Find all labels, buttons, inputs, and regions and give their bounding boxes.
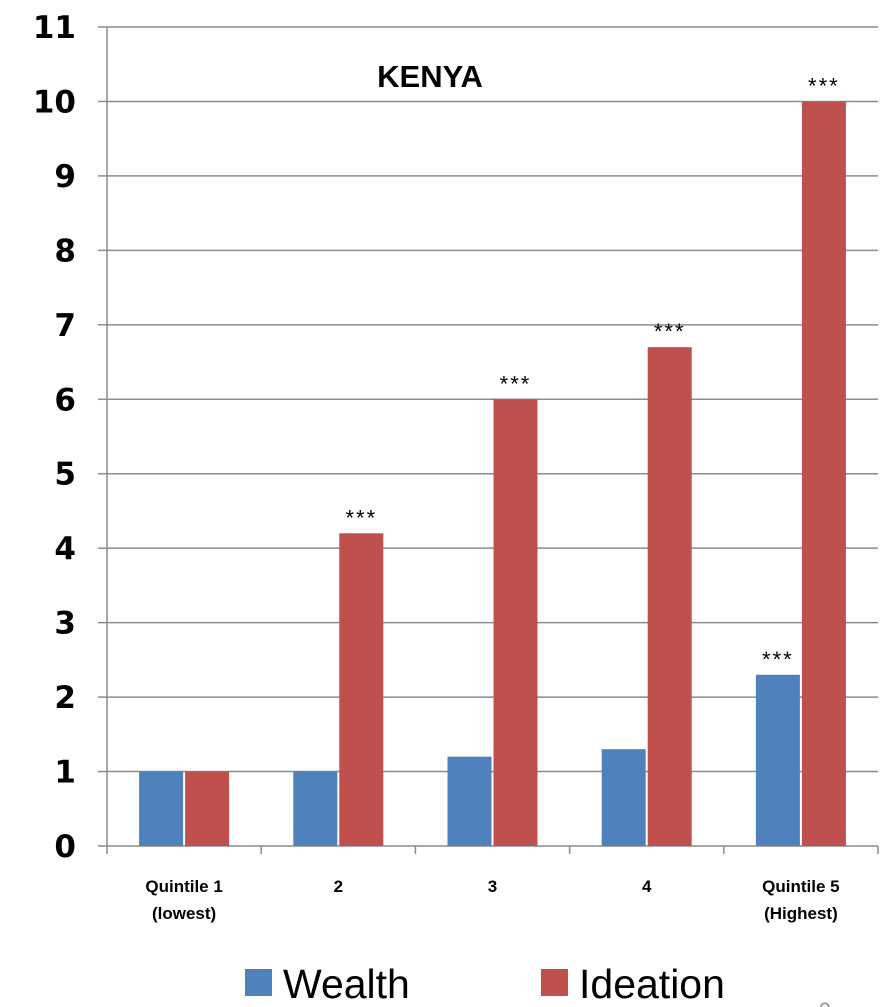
bar-wealth-2 bbox=[293, 771, 338, 846]
significance-labels: *** *** *** *** *** bbox=[345, 73, 840, 672]
axes bbox=[98, 26, 879, 854]
x-tick-label: 3 bbox=[488, 877, 497, 896]
y-tick-label: 8 bbox=[54, 233, 76, 269]
y-axis-ticks: 0 1 2 3 4 5 6 7 8 9 10 11 bbox=[33, 10, 76, 865]
bar-ideation-1 bbox=[185, 771, 230, 846]
chart-title: KENYA bbox=[377, 59, 483, 94]
bar-wealth-4 bbox=[601, 749, 646, 846]
y-tick-label: 2 bbox=[54, 680, 76, 716]
bar-wealth-3 bbox=[447, 756, 492, 846]
x-tick-label: Quintile 1 (lowest) bbox=[145, 877, 222, 923]
bar-ideation-2 bbox=[339, 533, 384, 846]
legend-swatch-wealth bbox=[245, 969, 272, 996]
y-tick-label: 6 bbox=[54, 382, 76, 418]
significance-label: *** bbox=[762, 647, 794, 672]
significance-label: *** bbox=[345, 505, 377, 530]
bar-ideation-4 bbox=[647, 347, 692, 846]
y-tick-label: 0 bbox=[54, 829, 76, 865]
y-tick-label: 7 bbox=[54, 308, 76, 344]
y-tick-label: 11 bbox=[33, 10, 76, 46]
page-number: 9 bbox=[819, 998, 831, 1007]
bars bbox=[139, 101, 846, 847]
legend-label-ideation: Ideation bbox=[579, 961, 725, 1007]
legend-swatch-ideation bbox=[541, 969, 568, 996]
x-tick-label: Quintile 5 (Highest) bbox=[762, 877, 839, 923]
significance-label: *** bbox=[500, 371, 532, 396]
legend-label-wealth: Wealth bbox=[283, 961, 410, 1007]
y-tick-label: 1 bbox=[54, 755, 76, 791]
significance-label: *** bbox=[808, 73, 840, 98]
bar-ideation-5 bbox=[801, 101, 846, 847]
y-tick-label: 5 bbox=[54, 457, 76, 493]
bar-wealth-5 bbox=[755, 674, 800, 846]
x-axis-ticks: Quintile 1 (lowest) 2 3 4 Quintile 5 (Highest) bbox=[145, 877, 839, 923]
y-tick-label: 3 bbox=[54, 606, 76, 642]
y-tick-label: 9 bbox=[54, 159, 76, 195]
bar-wealth-1 bbox=[139, 771, 184, 846]
y-tick-label: 4 bbox=[54, 531, 76, 567]
x-tick-label: 2 bbox=[334, 877, 343, 896]
y-tick-label: 10 bbox=[33, 84, 76, 120]
x-tick-label: 4 bbox=[642, 877, 652, 896]
significance-label: *** bbox=[654, 319, 686, 344]
gridlines bbox=[107, 26, 878, 773]
legend: Wealth Ideation bbox=[245, 961, 725, 1007]
bar-ideation-3 bbox=[493, 399, 538, 846]
